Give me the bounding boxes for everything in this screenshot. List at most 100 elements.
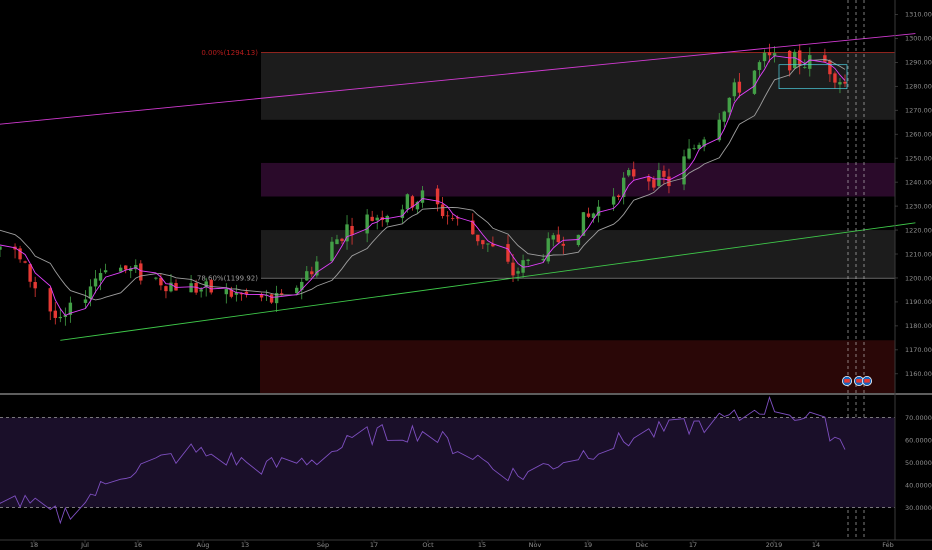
trendline-resistance bbox=[0, 33, 916, 125]
candle bbox=[702, 136, 706, 152]
candle bbox=[621, 172, 626, 205]
candle-body bbox=[93, 278, 98, 287]
candle bbox=[103, 263, 108, 274]
x-tick-label: 19 bbox=[584, 541, 592, 549]
candle bbox=[692, 144, 696, 151]
candle-body bbox=[154, 277, 158, 279]
candle bbox=[345, 215, 349, 250]
candle bbox=[129, 266, 133, 279]
candle bbox=[798, 44, 802, 75]
candle bbox=[139, 260, 143, 285]
candle-body bbox=[591, 213, 596, 218]
candle-body bbox=[370, 216, 374, 221]
candle-body bbox=[445, 215, 450, 217]
candle-body bbox=[18, 248, 22, 260]
candle bbox=[581, 212, 586, 237]
candle-body bbox=[762, 52, 767, 62]
price-pane: 0.00%(1294.13) 78.60%(1199.92) bbox=[0, 0, 916, 540]
candle-body bbox=[189, 283, 193, 293]
candle bbox=[541, 254, 545, 263]
candle bbox=[93, 270, 98, 294]
candle bbox=[481, 239, 485, 249]
rsi-tick-label: 40.0000 bbox=[905, 481, 932, 489]
candle bbox=[53, 301, 57, 325]
candle bbox=[561, 236, 566, 255]
candle-body bbox=[687, 148, 691, 159]
candle bbox=[667, 168, 671, 194]
candle bbox=[295, 285, 299, 296]
candle-body bbox=[632, 169, 636, 177]
x-tick-label: Aug bbox=[197, 541, 210, 549]
candles bbox=[0, 43, 847, 326]
event-flag-1 bbox=[842, 375, 853, 386]
candle-body bbox=[118, 267, 123, 272]
candle-body bbox=[798, 50, 802, 66]
candle-body bbox=[732, 82, 737, 97]
candle bbox=[828, 59, 832, 83]
candle-body bbox=[385, 215, 389, 223]
candle bbox=[48, 287, 52, 321]
candle-body bbox=[244, 291, 249, 295]
candle-body bbox=[521, 260, 525, 273]
candle-body bbox=[33, 282, 37, 289]
candle-body bbox=[586, 213, 591, 217]
candle-body bbox=[139, 263, 143, 281]
candle-body bbox=[53, 310, 57, 318]
candle-body bbox=[476, 234, 480, 242]
x-tick-label: Feb bbox=[882, 541, 894, 549]
candle-body bbox=[546, 238, 550, 262]
candle bbox=[627, 167, 631, 178]
candle-body bbox=[627, 170, 631, 176]
candle bbox=[657, 162, 661, 188]
candle-body bbox=[274, 293, 279, 304]
candle bbox=[68, 296, 73, 323]
candle-body bbox=[63, 315, 68, 317]
candle bbox=[370, 210, 374, 222]
candle-body bbox=[305, 271, 309, 281]
candle bbox=[752, 69, 757, 96]
candle-body bbox=[330, 241, 334, 262]
candle bbox=[611, 188, 616, 211]
y-tick-label: 1310.00 bbox=[905, 11, 932, 19]
candle-body bbox=[772, 53, 777, 56]
candle bbox=[616, 194, 621, 201]
candle-body bbox=[58, 316, 63, 319]
y-tick-label: 1290.00 bbox=[905, 59, 932, 67]
y-tick-label: 1270.00 bbox=[905, 107, 932, 115]
candle-body bbox=[767, 52, 772, 56]
candle bbox=[340, 237, 344, 244]
x-tick-label: Sep bbox=[317, 541, 329, 549]
candle-body bbox=[415, 201, 420, 210]
x-tick-label: Oct bbox=[422, 541, 434, 549]
candle-body bbox=[259, 293, 264, 298]
candle-body bbox=[68, 302, 73, 315]
x-tick-label: 17 bbox=[689, 541, 697, 549]
candle-body bbox=[657, 170, 661, 186]
rsi-tick-label: 60.0000 bbox=[905, 436, 932, 444]
candle-body bbox=[28, 264, 32, 282]
candle bbox=[737, 73, 742, 98]
candle-body bbox=[526, 259, 530, 261]
candle bbox=[591, 212, 596, 223]
candle-body bbox=[506, 244, 510, 262]
candle bbox=[435, 185, 440, 212]
candle-body bbox=[405, 194, 410, 210]
candle bbox=[28, 263, 32, 288]
candle bbox=[63, 307, 68, 326]
candle-body bbox=[737, 81, 742, 93]
candle-body bbox=[551, 235, 555, 240]
candle-body bbox=[83, 299, 88, 303]
candle-body bbox=[486, 243, 490, 245]
candle-body bbox=[159, 277, 163, 286]
candle bbox=[793, 49, 797, 69]
candle-body bbox=[124, 265, 128, 270]
x-tick-label: Jul bbox=[80, 541, 89, 549]
candle-body bbox=[174, 283, 178, 291]
candle bbox=[576, 234, 581, 247]
candle-body bbox=[596, 206, 601, 216]
candle-body bbox=[450, 218, 455, 219]
candle bbox=[450, 214, 455, 221]
x-tick-label: 2019 bbox=[766, 541, 783, 549]
candle-body bbox=[440, 204, 445, 217]
candle-body bbox=[279, 293, 284, 295]
